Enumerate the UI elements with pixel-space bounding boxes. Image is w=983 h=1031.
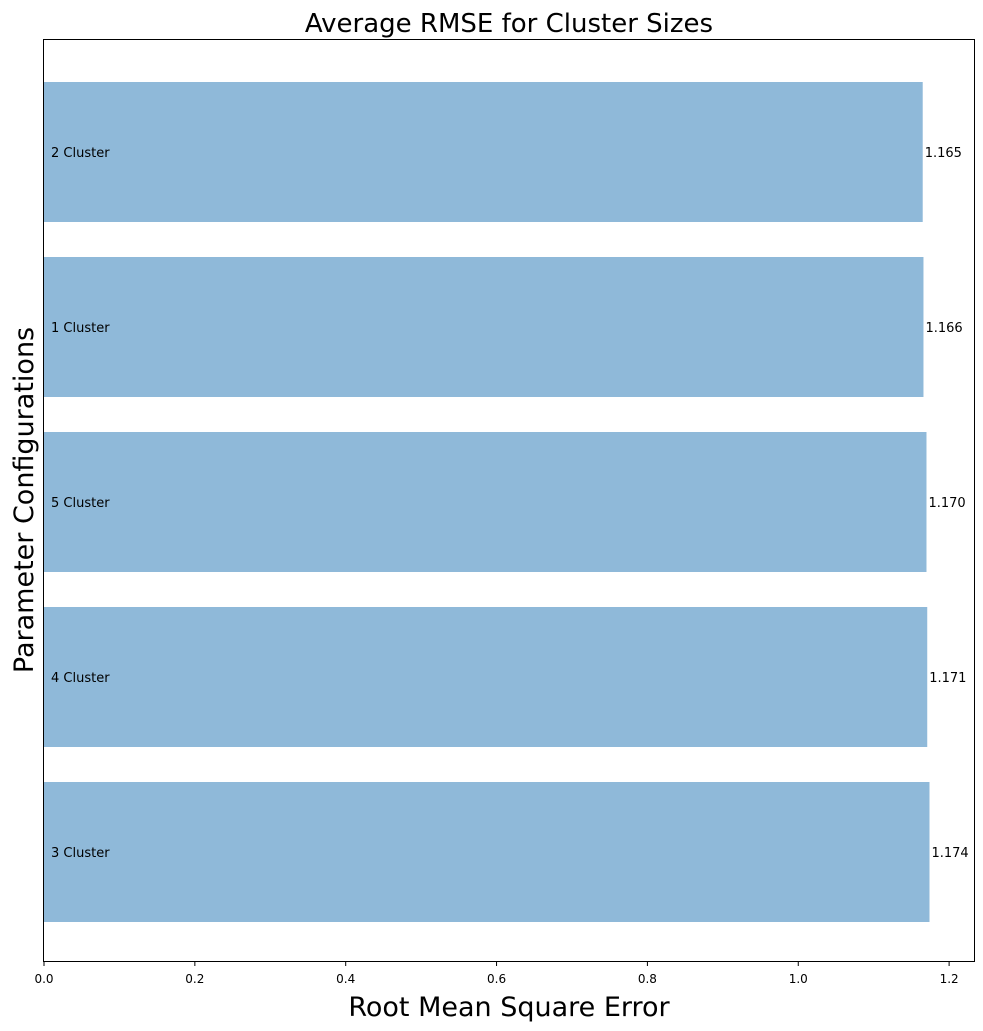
x-axis-ticks: 0.0 0.2 0.4 0.6 0.8 1.0 1.2 (34, 961, 959, 986)
x-tick-label: 1.2 (940, 972, 959, 986)
bar-value-label: 1.166 (925, 321, 962, 336)
bar-value-label: 1.171 (929, 671, 966, 686)
x-tick-label: 0.2 (185, 972, 204, 986)
plot-frame (43, 39, 975, 962)
x-axis-label: Root Mean Square Error (348, 992, 670, 1023)
bars-layer: 2 Cluster 1.165 1 Cluster 1.166 5 Cluster 1.1… (44, 82, 969, 922)
x-tick-label: 0.8 (638, 972, 657, 986)
bar-value-label: 1.165 (925, 146, 962, 161)
bar-category-label: 2 Cluster (51, 146, 110, 161)
bar-5-cluster (44, 432, 927, 572)
chart-title: Average RMSE for Cluster Sizes (305, 9, 713, 39)
bar-value-label: 1.174 (931, 846, 968, 861)
y-axis-label: Parameter Configurations (9, 327, 40, 673)
bar-3-cluster (44, 782, 930, 922)
bar-1-cluster (44, 257, 924, 397)
bar-category-label: 1 Cluster (51, 321, 110, 336)
x-tick-label: 1.0 (789, 972, 808, 986)
bar-category-label: 4 Cluster (51, 671, 110, 686)
x-tick-label: 0.6 (487, 972, 506, 986)
bar-value-label: 1.170 (928, 496, 965, 511)
bar-category-label: 3 Cluster (51, 846, 110, 861)
bar-4-cluster (44, 607, 928, 747)
x-tick-label: 0.0 (34, 972, 53, 986)
bar-2-cluster (44, 82, 923, 222)
x-tick-label: 0.4 (336, 972, 355, 986)
bar-category-label: 5 Cluster (51, 496, 110, 511)
